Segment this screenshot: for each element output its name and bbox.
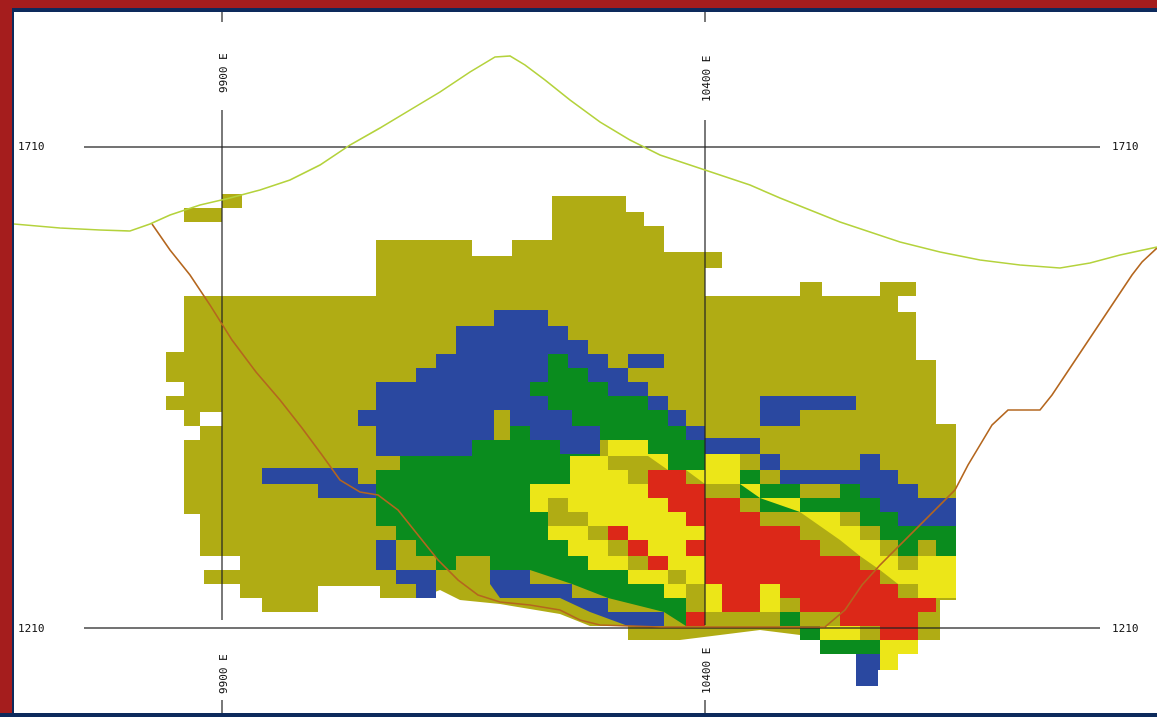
frame-left-accent [0,0,12,713]
grade-medium-upper [530,354,956,556]
grade-low-patch [760,396,856,426]
grade-very-high-patch [608,526,668,570]
grid-lines [84,12,1100,713]
grade-high-tip [880,640,918,670]
grade-low-tail [376,540,436,598]
grade-medium-lower [376,426,705,626]
elevation-label-right-bottom: 1210 [1112,622,1139,635]
axis-labels: 1710 1710 1210 1210 9900 E 10400 E 9900 … [18,53,1139,694]
block-model-section: 1710 1710 1210 1210 9900 E 10400 E 9900 … [13,12,1157,713]
grade-low-tail [490,570,664,626]
elevation-label-right-top: 1710 [1112,140,1139,153]
grade-high-patch [705,584,722,612]
section-panel: 1710 1710 1210 1210 9900 E 10400 E 9900 … [13,12,1157,713]
grade-waste-patch [222,194,242,208]
grade-very-high-patch [686,612,705,626]
grade-high-lower [548,526,686,598]
easting-label-10400-top: 10400 E [700,56,713,102]
grade-waste-patch [184,208,222,222]
grade-high-band [530,456,705,584]
elevation-label-left-top: 1710 [18,140,45,153]
gap-cell [200,412,222,426]
block-model-cells [166,194,956,686]
pit-outline [151,223,1157,628]
easting-label-9900-top: 9900 E [217,53,230,93]
grade-high-upper [608,440,956,598]
grade-low-patch [628,354,664,368]
elevation-label-left-bottom: 1210 [18,622,45,635]
grade-low-arm [262,468,376,498]
easting-label-10400-bottom: 10400 E [700,648,713,694]
frame-top-accent [0,0,1157,8]
topography-line [13,55,1157,269]
grade-high-patch [760,584,780,612]
grade-high-patch [820,626,860,640]
easting-label-9900-bottom: 9900 E [217,654,230,694]
grade-very-high-band [648,470,936,640]
